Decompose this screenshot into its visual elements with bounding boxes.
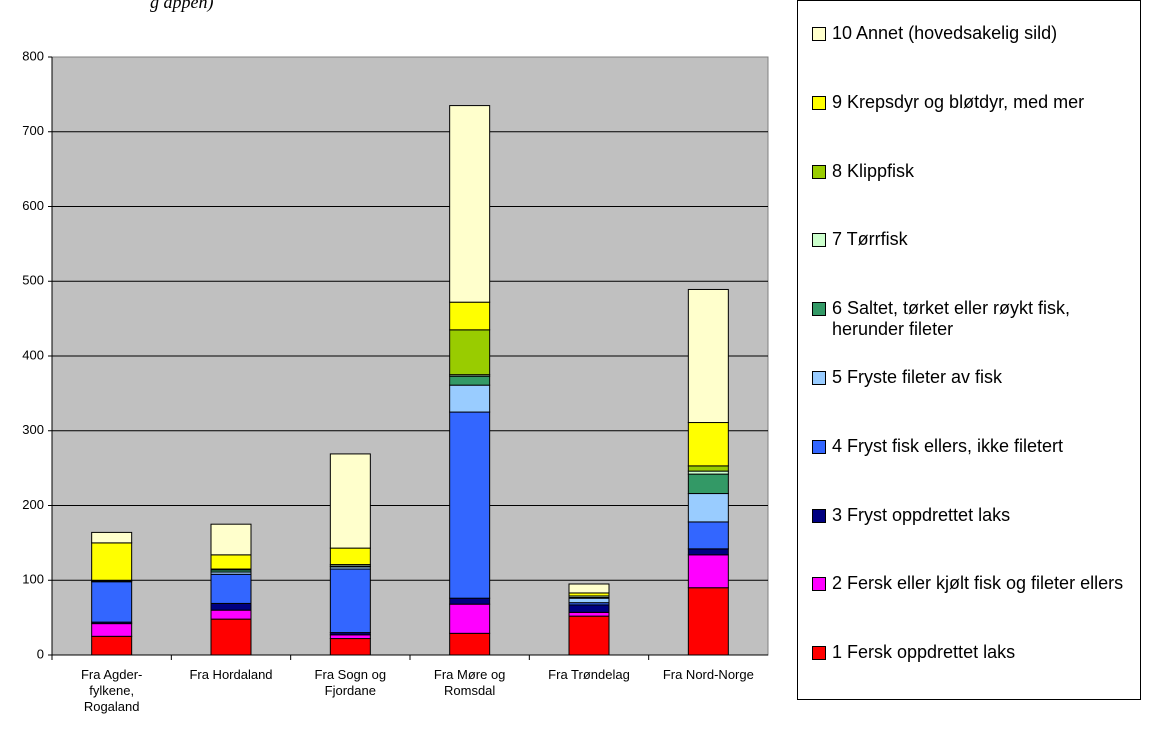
bar-segment	[449, 105, 491, 303]
legend-item: 9 Krepsdyr og bløtdyr, med mer	[812, 92, 1138, 113]
legend-item: 4 Fryst fisk ellers, ikke filetert	[812, 436, 1138, 457]
y-tick-label: 400	[22, 347, 44, 362]
legend: 1 Fersk oppdrettet laks 2 Fersk eller kjø…	[797, 0, 1141, 700]
bar-segment	[210, 602, 252, 611]
legend-item: 10 Annet (hovedsakelig sild)	[812, 23, 1138, 44]
bar-segment	[210, 618, 252, 656]
bar-segment	[449, 301, 491, 331]
x-tick-label: Fra Agder-fylkene, Rogaland	[80, 667, 143, 714]
bar-segment	[210, 609, 252, 620]
legend-item: 3 Fryst oppdrettet laks	[812, 505, 1138, 526]
bar-segment	[91, 581, 133, 623]
legend-item: 6 Saltet, tørket eller røykt fisk, herun…	[812, 298, 1138, 340]
x-tick-label: Fra Møre og Romsdal	[433, 667, 506, 698]
bar-segment	[449, 329, 491, 376]
y-tick-label: 100	[22, 572, 44, 587]
bar-segment	[568, 611, 610, 617]
y-tick-label: 700	[22, 123, 44, 138]
bar-segment	[329, 568, 371, 634]
bar-segment	[329, 453, 371, 549]
bar-segment	[91, 542, 133, 581]
bar-segment	[687, 548, 729, 556]
legend-swatch	[812, 371, 826, 385]
legend-label: 8 Klippfisk	[832, 160, 915, 181]
bar-segment	[91, 623, 133, 637]
bar-segment	[687, 465, 729, 472]
y-tick-label: 600	[22, 198, 44, 213]
bar-segment	[449, 384, 491, 413]
bar-segment	[687, 493, 729, 523]
bar-segment	[568, 597, 610, 604]
legend-item: 7 Tørrfisk	[812, 229, 1138, 250]
bar-segment	[449, 597, 491, 605]
bar-segment	[687, 288, 729, 424]
legend-item: 2 Fersk eller kjølt fisk og fileter elle…	[812, 573, 1138, 594]
x-tick-label: Fra Sogn og Fjordane	[314, 667, 387, 698]
bar-segment	[687, 473, 729, 495]
bar-segment	[568, 615, 610, 656]
legend-label: 6 Saltet, tørket eller røykt fisk, herun…	[832, 298, 1071, 340]
bar-segment	[449, 375, 491, 386]
x-tick-label: Fra Hordaland	[189, 667, 273, 682]
legend-label: 2 Fersk eller kjølt fisk og fileter elle…	[832, 573, 1124, 594]
x-tick-label: Fra Trøndelag	[548, 667, 630, 682]
bar-segment	[568, 604, 610, 613]
y-tick-label: 500	[22, 273, 44, 288]
bar-segment	[449, 411, 491, 599]
legend-swatch	[812, 27, 826, 41]
bar-segment	[687, 554, 729, 589]
legend-item: 5 Fryste fileter av fisk	[812, 367, 1138, 388]
legend-swatch	[812, 95, 826, 110]
bar-segment	[687, 587, 729, 656]
legend-label: 4 Fryst fisk ellers, ikke filetert	[832, 435, 1064, 456]
legend-swatch	[812, 577, 826, 592]
bar-segment	[210, 523, 252, 556]
legend-swatch	[812, 233, 826, 248]
legend-label: 9 Krepsdyr og bløtdyr, med mer	[832, 91, 1085, 112]
legend-label: 7 Tørrfisk	[832, 229, 908, 250]
bar-segment	[449, 632, 491, 656]
bar-segment	[568, 583, 610, 594]
bar-segment	[91, 635, 133, 656]
bar-segment	[687, 521, 729, 550]
y-tick-label: 200	[22, 497, 44, 512]
bar-segment	[687, 422, 729, 467]
note: g appen)	[150, 0, 214, 12]
legend-swatch	[812, 508, 826, 523]
y-tick-label: 300	[22, 422, 44, 437]
bar-segment	[210, 573, 252, 604]
legend-swatch	[812, 164, 826, 179]
x-tick-label: Fra Nord-Norge	[662, 667, 754, 682]
bar-segment	[329, 638, 371, 656]
bar-segment	[210, 554, 252, 570]
bar-segment	[329, 547, 371, 566]
y-tick-label: 800	[22, 48, 44, 63]
legend-swatch	[812, 439, 826, 454]
chart: 0 100 200 300 400 500 600 700 800	[22, 48, 769, 661]
y-tick-label: 0	[37, 646, 44, 661]
bar-segment	[449, 603, 491, 634]
legend-label: 3 Fryst oppdrettet laks	[832, 504, 1011, 525]
bar-segment	[329, 634, 371, 640]
bar-segment	[91, 531, 133, 544]
legend-label: 1 Fersk oppdrettet laks	[832, 642, 1016, 663]
legend-swatch	[812, 302, 826, 317]
legend-item: 8 Klippfisk	[812, 161, 1138, 182]
legend-label: 10 Annet (hovedsakelig sild)	[832, 23, 1058, 43]
legend-label: 5 Fryste fileter av fisk	[832, 367, 1003, 387]
legend-item: 1 Fersk oppdrettet laks	[812, 642, 1138, 663]
legend-swatch	[812, 646, 826, 661]
